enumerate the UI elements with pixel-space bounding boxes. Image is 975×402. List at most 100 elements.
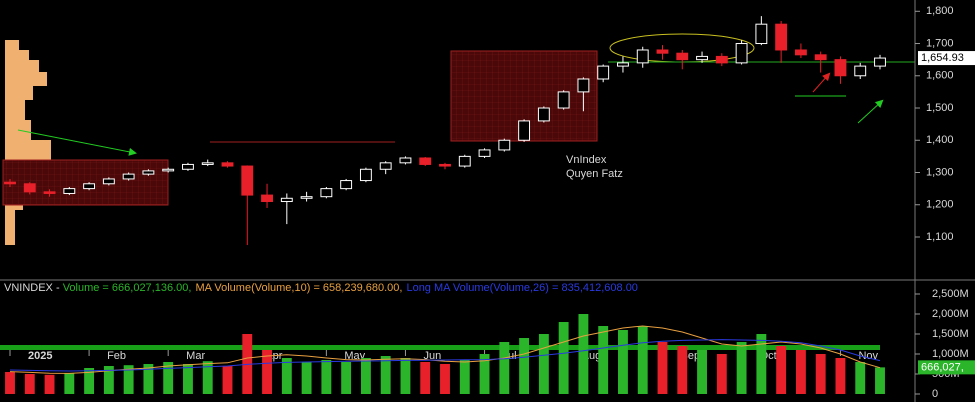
candle-body bbox=[23, 183, 36, 193]
candle-body bbox=[458, 155, 471, 167]
volume-bar bbox=[558, 322, 569, 394]
volume-bar bbox=[479, 354, 490, 394]
candle-body bbox=[63, 188, 76, 194]
candle-body bbox=[518, 120, 531, 141]
y-tick-label: 2,000M bbox=[932, 308, 969, 320]
volume-bar bbox=[360, 358, 371, 394]
candle-body bbox=[399, 157, 412, 164]
volume-bar bbox=[440, 364, 450, 394]
last-volume-label: 666,027, bbox=[921, 361, 964, 373]
y-tick-label: 1,400 bbox=[926, 134, 954, 146]
volume-bar bbox=[183, 364, 193, 394]
candle-body bbox=[379, 162, 392, 170]
candle-body bbox=[241, 165, 254, 196]
x-tick-label: Jun bbox=[423, 350, 441, 362]
candle-body bbox=[874, 57, 886, 67]
y-tick-label: 0 bbox=[932, 388, 938, 400]
x-tick-label: Mar bbox=[186, 350, 205, 362]
arrow bbox=[17, 129, 137, 156]
last-price-box bbox=[918, 51, 975, 66]
y-tick-label: 2,500M bbox=[932, 288, 969, 300]
volume-bar bbox=[756, 334, 767, 394]
candle-body bbox=[577, 78, 590, 93]
volume-bar bbox=[795, 350, 806, 394]
candle-body bbox=[775, 23, 788, 51]
volume-bar bbox=[875, 367, 885, 394]
candle-body bbox=[696, 55, 708, 61]
candle-body bbox=[715, 55, 728, 64]
candle-body bbox=[43, 191, 56, 194]
y-tick-label: 1,700 bbox=[926, 37, 954, 49]
volume-bar bbox=[44, 374, 55, 394]
arrow bbox=[857, 99, 884, 124]
session-strip bbox=[0, 345, 880, 350]
candle-body bbox=[557, 91, 570, 109]
candle-body bbox=[854, 65, 867, 77]
candle-body bbox=[755, 23, 768, 45]
candle-body bbox=[676, 52, 689, 61]
volume-bar bbox=[815, 354, 826, 394]
candle-body bbox=[300, 196, 313, 199]
volume-bar bbox=[776, 346, 787, 394]
x-tick-label: Feb bbox=[107, 350, 126, 362]
volume-bar bbox=[835, 358, 846, 394]
y-tick-label: 1,500M bbox=[932, 328, 969, 340]
last-price-label: 1,654.93 bbox=[921, 52, 964, 64]
volume-bar bbox=[321, 360, 332, 394]
volume-bar bbox=[262, 350, 272, 394]
candle-body bbox=[320, 188, 333, 198]
volume-bar bbox=[657, 342, 668, 394]
candle-body bbox=[419, 157, 432, 165]
candle-body bbox=[102, 178, 115, 185]
candle-body bbox=[498, 139, 511, 151]
volume-bar bbox=[380, 356, 391, 394]
volume-legend: VNINDEX - Volume = 666,027,136.00, MA Vol… bbox=[4, 282, 638, 294]
volume-bar bbox=[103, 366, 114, 394]
candle-body bbox=[537, 107, 550, 122]
volume-bar bbox=[499, 342, 510, 394]
annotation: Quyen Fatz bbox=[566, 168, 623, 180]
volume-bar bbox=[143, 364, 154, 394]
candle-body bbox=[182, 163, 194, 170]
candle-body bbox=[636, 49, 649, 64]
volume-profile bbox=[5, 40, 51, 245]
candle-body bbox=[261, 194, 273, 203]
arrow bbox=[812, 72, 831, 93]
y-tick-label: 1,000M bbox=[932, 348, 969, 360]
volume-bar bbox=[716, 354, 727, 394]
candle-body bbox=[142, 170, 155, 175]
y-tick-label: 1,300 bbox=[926, 166, 954, 178]
x-tick-label: May bbox=[344, 350, 365, 362]
volume-bar bbox=[84, 368, 95, 394]
candle-body bbox=[814, 54, 827, 61]
candle-body bbox=[617, 62, 629, 67]
x-tick-label: 2025 bbox=[28, 350, 52, 362]
legend-entry: Volume = 666,027,136.00, bbox=[63, 282, 192, 294]
candle-body bbox=[280, 197, 293, 203]
candle-body bbox=[597, 65, 610, 80]
candle-body bbox=[162, 168, 175, 172]
volume-bar bbox=[281, 358, 292, 394]
ma-line bbox=[9, 339, 881, 372]
volume-bar bbox=[123, 365, 134, 394]
candle-body bbox=[122, 173, 135, 180]
candle-body bbox=[735, 43, 748, 64]
volume-bar bbox=[538, 334, 549, 394]
volume-bar bbox=[301, 362, 312, 394]
volume-bar bbox=[64, 373, 75, 394]
candle-body bbox=[221, 162, 234, 167]
legend-title: VNINDEX - bbox=[4, 282, 63, 294]
volume-bar bbox=[459, 360, 470, 394]
volume-bar bbox=[420, 362, 431, 394]
y-tick-label: 1,600 bbox=[926, 70, 954, 82]
candle-body bbox=[834, 59, 847, 77]
volume-bar bbox=[341, 362, 352, 394]
zone-grid bbox=[3, 160, 168, 205]
candle-body bbox=[83, 183, 96, 190]
volume-bar bbox=[163, 362, 174, 394]
volume-bar bbox=[598, 326, 609, 394]
volume-bar bbox=[400, 358, 411, 394]
volume-bar bbox=[24, 374, 35, 394]
